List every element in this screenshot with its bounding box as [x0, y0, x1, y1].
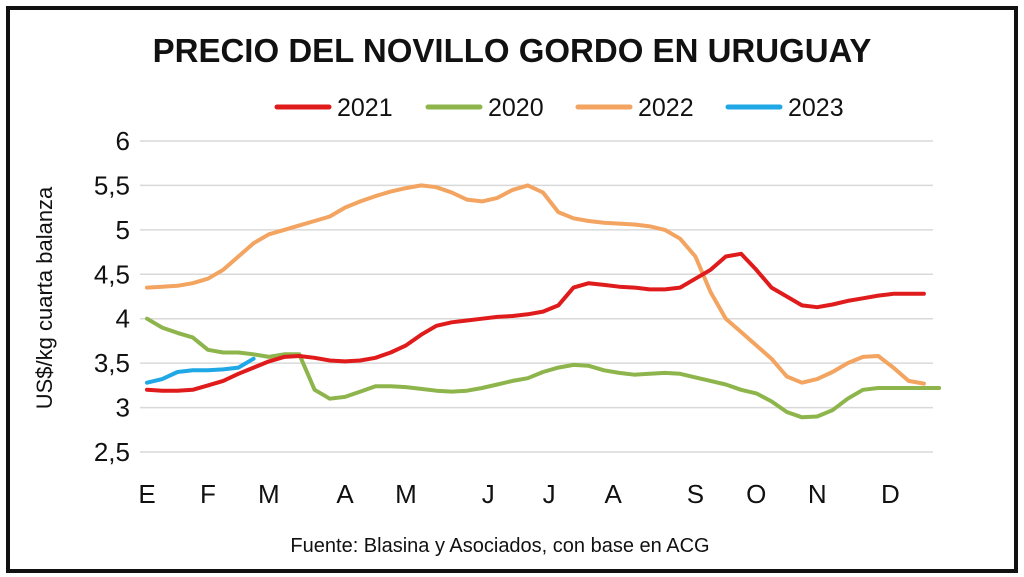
- x-tick-label: O: [746, 479, 766, 509]
- y-axis-label: US$/kg cuarta balanza: [32, 186, 57, 409]
- legend: 2021 2020 2022 2023: [274, 94, 844, 122]
- series-line-2020: [145, 316, 942, 420]
- y-axis-ticks: 2,5 3 3,5 4 4,5 5 5,5 6: [94, 126, 130, 467]
- x-tick-label: J: [482, 479, 495, 509]
- y-tick-label: 4: [116, 304, 130, 334]
- x-tick-label: A: [604, 479, 622, 509]
- y-tick-label: 4,5: [94, 259, 130, 289]
- x-tick-label: M: [258, 479, 280, 509]
- y-tick-label: 5,5: [94, 170, 130, 200]
- chart-title: PRECIO DEL NOVILLO GORDO EN URUGUAY: [153, 32, 872, 69]
- x-tick-label: E: [138, 479, 155, 509]
- x-tick-label: D: [881, 479, 900, 509]
- chart-frame: [6, 6, 1018, 573]
- y-tick-label: 5: [116, 215, 130, 245]
- x-tick-label: S: [687, 479, 704, 509]
- source-note: Fuente: Blasina y Asociados, con base en…: [290, 535, 709, 557]
- x-tick-label: M: [395, 479, 417, 509]
- series-line-2021: [145, 251, 926, 393]
- y-tick-label: 6: [116, 126, 130, 156]
- gridlines: [140, 140, 933, 453]
- legend-label-2021: 2021: [337, 94, 393, 122]
- y-tick-label: 3,5: [94, 348, 130, 378]
- x-tick-label: A: [336, 479, 354, 509]
- x-tick-label: F: [200, 479, 216, 509]
- series-line-2023: [145, 356, 256, 385]
- legend-label-2020: 2020: [488, 94, 544, 122]
- legend-label-2023: 2023: [788, 94, 844, 122]
- y-tick-label: 2,5: [94, 437, 130, 467]
- x-tick-label: J: [543, 479, 556, 509]
- x-tick-label: N: [808, 479, 827, 509]
- legend-label-2022: 2022: [638, 94, 694, 122]
- y-tick-label: 3: [116, 393, 130, 423]
- series-lines: [145, 183, 942, 420]
- series-line-2022: [145, 183, 926, 386]
